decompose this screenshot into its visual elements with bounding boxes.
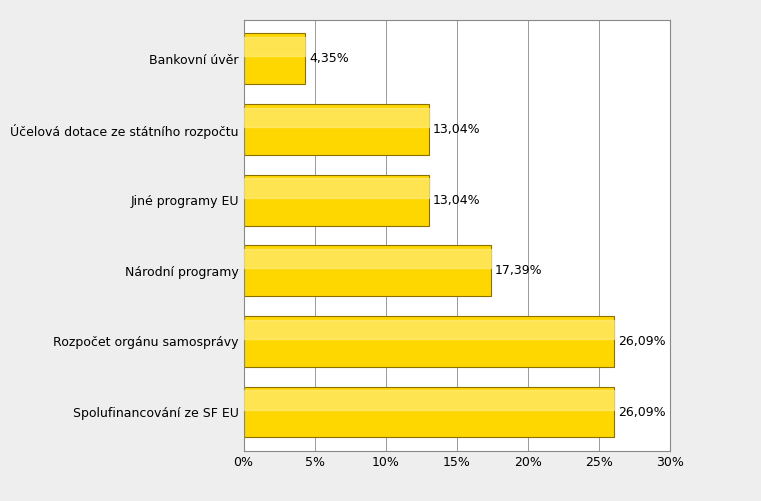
- Bar: [244, 320, 614, 339]
- Text: 4,35%: 4,35%: [310, 53, 349, 66]
- Bar: [244, 249, 491, 268]
- Text: 26,09%: 26,09%: [619, 335, 666, 348]
- Bar: [244, 108, 428, 127]
- Bar: [244, 316, 614, 367]
- Bar: [244, 245, 491, 296]
- Bar: [244, 37, 305, 56]
- Bar: [244, 178, 428, 197]
- Bar: [244, 34, 305, 84]
- Text: 17,39%: 17,39%: [495, 265, 543, 277]
- Bar: [244, 387, 614, 437]
- Bar: [244, 175, 428, 225]
- Text: 26,09%: 26,09%: [619, 405, 666, 418]
- Bar: [244, 390, 614, 409]
- Text: 13,04%: 13,04%: [433, 123, 481, 136]
- Bar: [244, 104, 428, 155]
- Text: 13,04%: 13,04%: [433, 194, 481, 206]
